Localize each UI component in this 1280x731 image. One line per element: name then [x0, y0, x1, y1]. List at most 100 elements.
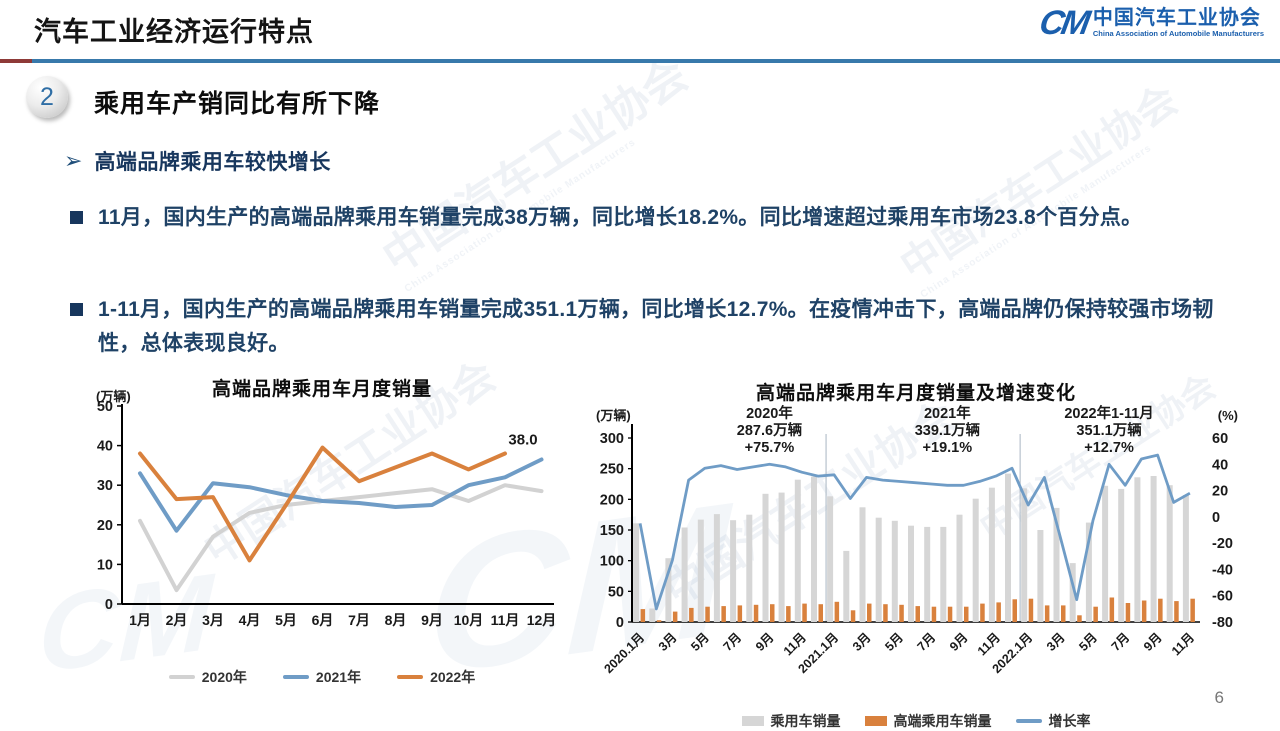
bar-premium-sales — [802, 603, 807, 622]
x-tick-label: 9月 — [421, 612, 443, 628]
bar-premium-sales — [964, 606, 969, 622]
bar-premium-sales — [770, 604, 775, 622]
left-chart-legend: 2020年 2021年 2022年 — [76, 667, 568, 687]
x-tick-label: 6月 — [312, 612, 334, 628]
x-tick-label: 11月 — [491, 612, 520, 628]
legend-swatch-gray-bar — [741, 716, 764, 726]
square-bullet-icon — [70, 211, 83, 224]
bar-passenger-sales — [1134, 477, 1141, 622]
bar-passenger-sales — [649, 608, 656, 622]
bar-passenger-sales — [794, 479, 801, 622]
bar-premium-sales — [1061, 605, 1066, 622]
bar-passenger-sales — [924, 526, 931, 622]
series-line-2022年 — [138, 445, 507, 563]
right-tick-label: 40 — [1212, 457, 1228, 473]
bar-premium-sales — [786, 606, 791, 622]
x-tick-label: 10月 — [454, 612, 484, 628]
x-tick-label: 4月 — [239, 612, 261, 628]
bar-passenger-sales — [1085, 522, 1092, 622]
legend-item-growth: 增长率 — [1015, 711, 1091, 731]
x-tick-label: 9月 — [1141, 630, 1165, 654]
bar-passenger-sales — [891, 520, 898, 622]
bar-premium-sales — [850, 610, 856, 622]
bar-passenger-sales — [1037, 530, 1044, 622]
watermark-text: 中国汽车工业协会 China Association of Automobile … — [374, 50, 697, 295]
legend-item-2021: 2021年 — [282, 667, 361, 687]
bar-passenger-sales — [811, 476, 817, 622]
x-tick-label: 3月 — [656, 630, 680, 654]
point-label: 38.0 — [508, 432, 537, 449]
bar-passenger-sales — [956, 514, 963, 622]
year-annotation: 2021年 — [924, 404, 971, 422]
year-annotation: 351.1万辆 — [1076, 421, 1142, 439]
bar-passenger-sales — [633, 523, 640, 622]
bar-passenger-sales — [730, 520, 737, 622]
legend-item-passenger: 乘用车销量 — [741, 711, 841, 731]
legend-swatch-orange — [397, 675, 424, 679]
bar-passenger-sales — [1021, 488, 1028, 622]
bar-passenger-sales — [762, 493, 769, 622]
bar-premium-sales — [1077, 615, 1082, 622]
x-tick-label: 8月 — [385, 612, 407, 628]
bar-premium-sales — [1190, 598, 1195, 622]
left-tick-label: 300 — [600, 431, 624, 447]
bar-passenger-sales — [1005, 473, 1011, 622]
y-tick-label: 10 — [97, 557, 113, 573]
bar-passenger-sales — [972, 498, 979, 622]
bar-premium-sales — [899, 604, 904, 622]
x-tick-label: 2020.1月 — [601, 630, 647, 676]
y-tick-label: 30 — [97, 478, 113, 494]
right-tick-label: 20 — [1212, 484, 1228, 500]
legend-item-2020: 2020年 — [168, 667, 247, 687]
right-chart-legend: 乘用车销量 高端乘用车销量 增长率 — [582, 711, 1250, 731]
right-tick-label: -80 — [1212, 615, 1233, 631]
bullet-text: 1-11月，国内生产的高端品牌乘用车销量完成351.1万辆，同比增长12.7%。… — [98, 298, 1214, 355]
bar-passenger-sales — [843, 550, 850, 622]
left-tick-label: 0 — [616, 615, 624, 631]
x-tick-label: 7月 — [1109, 630, 1133, 654]
x-tick-label: 9月 — [753, 630, 777, 654]
bar-premium-sales — [1028, 598, 1034, 622]
bar-passenger-sales — [778, 492, 785, 622]
logo-name-en: China Association of Automobile Manufact… — [1092, 29, 1264, 39]
bar-premium-sales — [705, 606, 710, 622]
bar-passenger-sales — [1166, 485, 1173, 622]
left-tick-label: 200 — [600, 492, 624, 508]
year-annotation: +75.7% — [745, 440, 795, 456]
bar-premium-sales — [915, 606, 920, 622]
section-heading: 乘用车产销同比有所下降 — [94, 90, 381, 118]
unit-label-right: (%) — [1218, 408, 1238, 423]
x-tick-label: 2月 — [166, 612, 188, 628]
year-annotation: 287.6万辆 — [737, 421, 803, 439]
right-tick-label: 0 — [1212, 510, 1220, 526]
bar-premium-sales — [1109, 597, 1115, 622]
bar-passenger-sales — [681, 527, 688, 622]
y-tick-label: 20 — [97, 518, 113, 534]
bar-passenger-sales — [665, 558, 672, 622]
subheading-row: ➢ 高端品牌乘用车较快增长 — [64, 146, 331, 176]
left-tick-label: 150 — [600, 523, 624, 539]
monthly-sales-chart: (万辆) 高端品牌乘用车月度销量 0 10 20 30 40 50 1月 2月 3月 4月 5月 6月… — [76, 374, 568, 687]
legend-swatch-orange-bar — [864, 716, 887, 726]
bar-premium-sales — [672, 611, 678, 622]
x-tick-label: 12月 — [527, 612, 557, 628]
square-bullet-icon — [70, 303, 83, 316]
right-tick-label: 60 — [1212, 431, 1228, 447]
bar-premium-sales — [640, 609, 646, 622]
bar-passenger-sales — [746, 514, 753, 622]
y-tick-label: 50 — [97, 400, 113, 415]
bar-passenger-sales — [1069, 563, 1076, 622]
x-tick-label: 11月 — [1169, 630, 1197, 658]
bar-premium-sales — [1141, 600, 1147, 622]
bar-passenger-sales — [1053, 507, 1060, 622]
bullet-item: 1-11月，国内生产的高端品牌乘用车销量完成351.1万辆，同比增长12.7%。… — [70, 293, 1220, 360]
bar-premium-sales — [689, 607, 694, 622]
x-tick-label: 5月 — [688, 630, 712, 654]
bar-passenger-sales — [1150, 476, 1157, 622]
bar-premium-sales — [931, 606, 937, 622]
x-tick-label: 7月 — [721, 630, 745, 654]
growth-rate-line — [638, 453, 1191, 611]
series-line-2021年 — [138, 457, 544, 533]
arrow-bullet-icon: ➢ — [64, 148, 83, 173]
bar-premium-sales — [656, 620, 662, 622]
